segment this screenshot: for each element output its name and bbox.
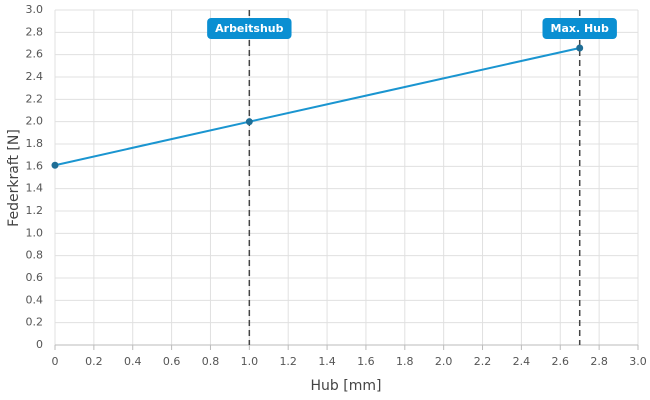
y-tick-label: 1.0 (26, 226, 44, 239)
x-tick-label: 2.2 (474, 355, 492, 368)
y-tick-label: 3.0 (26, 3, 44, 16)
y-tick-label: 1.8 (26, 137, 44, 150)
x-tick-label: 2.4 (513, 355, 531, 368)
y-tick-label: 0.2 (26, 316, 44, 329)
y-tick-label: 0.6 (26, 271, 44, 284)
x-tick-label: 1.6 (357, 355, 375, 368)
x-axis-title: Hub [mm] (311, 378, 382, 394)
x-tick-label: 0.6 (163, 355, 181, 368)
x-tick-label: 1.4 (318, 355, 336, 368)
x-tick-label: 0.2 (85, 355, 103, 368)
marker-label: Arbeitshub (215, 22, 284, 35)
x-tick-label: 2.8 (590, 355, 608, 368)
y-tick-label: 2.8 (26, 25, 44, 38)
x-tick-label: 3.0 (629, 355, 647, 368)
x-tick-label: 1.8 (396, 355, 414, 368)
x-tick-label: 2.0 (435, 355, 453, 368)
marker-label: Max. Hub (551, 22, 610, 35)
y-tick-label: 2.2 (26, 92, 44, 105)
marker-badge (542, 18, 617, 39)
point (245, 118, 253, 126)
y-tick-label: 2.4 (26, 70, 44, 83)
point (576, 44, 584, 52)
line (54, 46, 580, 167)
y-tick-label: 1.2 (26, 204, 44, 217)
x-tick-label: 2.6 (552, 355, 570, 368)
point (51, 161, 59, 169)
y-tick-label: 0 (36, 338, 43, 351)
x-tick-label: 1.0 (241, 355, 259, 368)
y-axis-title: Federkraft [N] (6, 129, 22, 227)
x-tick-label: 0.8 (202, 355, 220, 368)
y-tick-label: 2.6 (26, 48, 44, 61)
y-tick-label: 0.4 (26, 293, 44, 306)
x-tick-label: 0 (52, 355, 59, 368)
x-tick-label: 1.2 (279, 355, 297, 368)
y-tick-label: 2.0 (26, 115, 44, 128)
y-tick-label: 1.4 (26, 182, 44, 195)
marker-badge (207, 18, 292, 39)
y-tick-label: 0.8 (26, 249, 44, 262)
x-tick-label: 0.4 (124, 355, 142, 368)
y-tick-label: 1.6 (26, 159, 44, 172)
